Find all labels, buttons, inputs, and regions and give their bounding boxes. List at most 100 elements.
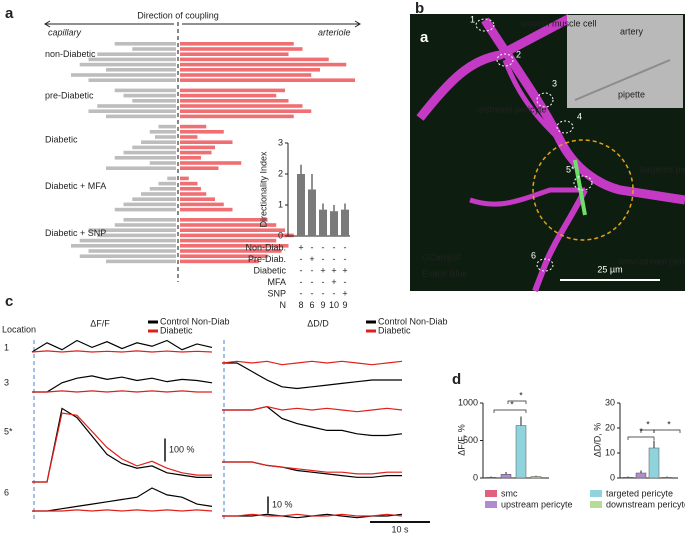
- site-label: 2: [516, 49, 521, 59]
- bar: [341, 209, 349, 236]
- table-cell: +: [342, 265, 347, 275]
- table-cell: -: [322, 242, 325, 252]
- table-cell: -: [311, 242, 314, 252]
- table-cell: -: [333, 254, 336, 264]
- y-axis-label: ΔF/F, %: [456, 424, 466, 456]
- capillary-bar: [79, 238, 176, 243]
- bar: [648, 447, 660, 479]
- capillary-bar: [97, 233, 176, 238]
- arteriole-bar: [180, 187, 201, 191]
- channel-label: Evans Blue: [422, 268, 468, 278]
- table-cell: -: [344, 254, 347, 264]
- trace-title: ΔD/D: [307, 318, 329, 328]
- arteriole-bar: [180, 223, 277, 227]
- panel-label: a: [5, 5, 14, 22]
- trace: [221, 360, 403, 366]
- arteriole-bar: [180, 62, 347, 67]
- bracket: [507, 400, 527, 404]
- panel-label: b: [415, 0, 424, 17]
- capillary-bar: [106, 259, 176, 264]
- capillary-bar: [158, 124, 176, 129]
- bar: [330, 211, 338, 236]
- table-cell: -: [300, 254, 303, 264]
- capillary-bar: [141, 192, 176, 196]
- arteriole-bar: [180, 57, 329, 62]
- capillary-bar: [79, 62, 176, 67]
- capillary-bar: [106, 166, 176, 170]
- microscopy-image: [410, 14, 685, 293]
- capillary-bar: [158, 181, 176, 186]
- capillary-bar: [141, 140, 176, 144]
- table-cell: -: [311, 288, 314, 298]
- site-label: 5*: [566, 164, 575, 174]
- bar: [530, 476, 542, 479]
- location-label: Location: [2, 324, 36, 334]
- capillary-bar: [114, 207, 176, 212]
- capillary-bar: [149, 161, 176, 165]
- capillary-bar: [149, 130, 176, 134]
- arteriole-bar: [180, 150, 212, 155]
- arteriole-bar: [180, 124, 207, 129]
- significance: *: [646, 419, 650, 429]
- trace: [32, 375, 213, 393]
- bar: [661, 477, 673, 479]
- trace: [31, 339, 213, 353]
- table-row-label: Non-Diab.: [245, 242, 286, 252]
- capillary-bar: [132, 197, 176, 201]
- time-scale-label: 10 s: [391, 524, 409, 534]
- legend-swatch: [485, 501, 497, 508]
- arteriole-bar: [180, 166, 219, 170]
- arteriole-bar: [180, 88, 285, 93]
- capillary-bar: [88, 78, 176, 82]
- legend-label: Control Non-Diab: [378, 316, 448, 326]
- arrow: [44, 20, 174, 28]
- table-cell: +: [342, 288, 347, 298]
- annotation: upstream pericyte: [475, 104, 547, 114]
- capillary-bar: [106, 68, 176, 72]
- capillary-bar: [114, 42, 176, 46]
- channel-label: GCamp6f: [422, 252, 461, 262]
- arteriole-bar: [180, 68, 320, 72]
- arteriole-bar: [180, 109, 312, 113]
- table-cell: 6: [309, 300, 314, 310]
- trace: [32, 412, 212, 483]
- arteriole-bar: [180, 181, 198, 186]
- arteriole-bar: [180, 114, 294, 119]
- capillary-bar: [97, 104, 176, 108]
- y-axis-label: ΔD/D, %: [592, 423, 602, 458]
- significance: *: [519, 390, 523, 400]
- trace: [222, 461, 402, 478]
- significance: *: [510, 399, 514, 409]
- legend-label: Diabetic: [378, 325, 411, 335]
- table-cell: -: [322, 288, 325, 298]
- arteriole-bar: [180, 99, 289, 103]
- table-cell: -: [344, 242, 347, 252]
- legend-swatch: [590, 501, 602, 508]
- arteriole-bar: [180, 202, 224, 207]
- trace: [31, 350, 213, 353]
- site-label: 4: [577, 111, 582, 121]
- annotation: pipette: [618, 89, 645, 99]
- trace: [222, 461, 402, 475]
- table-row-label: SNP: [267, 288, 286, 298]
- group-label: Diabetic + MFA: [45, 181, 106, 191]
- arteriole-bar: [180, 42, 294, 46]
- arteriole-bar: [180, 135, 198, 139]
- arteriole-bar: [180, 218, 268, 222]
- capillary-bar: [123, 93, 176, 98]
- legend-label: Control Non-Diab: [160, 316, 230, 326]
- trace: [32, 390, 212, 393]
- capillary-bar: [114, 156, 176, 160]
- table-row-label: N: [280, 300, 287, 310]
- table-cell: -: [333, 288, 336, 298]
- legend-swatch: [485, 490, 497, 497]
- table-cell: +: [298, 242, 303, 252]
- capillary-bar: [114, 223, 176, 227]
- capillary-bar: [88, 228, 176, 232]
- group-label: Diabetic: [45, 135, 78, 145]
- arteriole-bar: [180, 161, 242, 165]
- bracket: [493, 409, 527, 413]
- arrow: [182, 20, 361, 28]
- arteriole-bar: [180, 238, 277, 243]
- bar: [515, 425, 527, 479]
